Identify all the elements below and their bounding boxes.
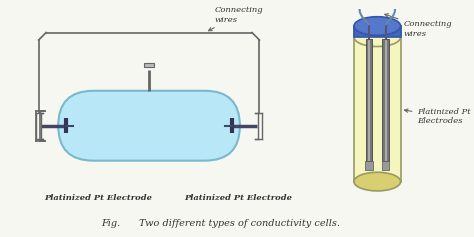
Bar	[354, 26, 401, 37]
Bar	[382, 161, 390, 170]
Ellipse shape	[354, 17, 401, 35]
Bar	[354, 26, 401, 182]
Text: Platinized Pt Electrode: Platinized Pt Electrode	[184, 194, 292, 202]
Text: Platinized Pt
Electrodes: Platinized Pt Electrodes	[404, 108, 471, 125]
Text: Platinized Pt Electrode: Platinized Pt Electrode	[44, 194, 152, 202]
Bar	[383, 39, 389, 161]
Text: Connecting
wires: Connecting wires	[385, 14, 452, 38]
Bar	[385, 39, 387, 161]
Ellipse shape	[354, 28, 401, 46]
Bar	[145, 63, 154, 67]
Bar	[365, 39, 372, 161]
Bar	[368, 39, 370, 161]
Text: Fig.      Two different types of conductivity cells.: Fig. Two different types of conductivity…	[101, 219, 340, 228]
FancyBboxPatch shape	[58, 91, 240, 161]
Text: Connecting
wires: Connecting wires	[209, 6, 263, 31]
Bar	[365, 161, 373, 170]
Ellipse shape	[354, 172, 401, 191]
